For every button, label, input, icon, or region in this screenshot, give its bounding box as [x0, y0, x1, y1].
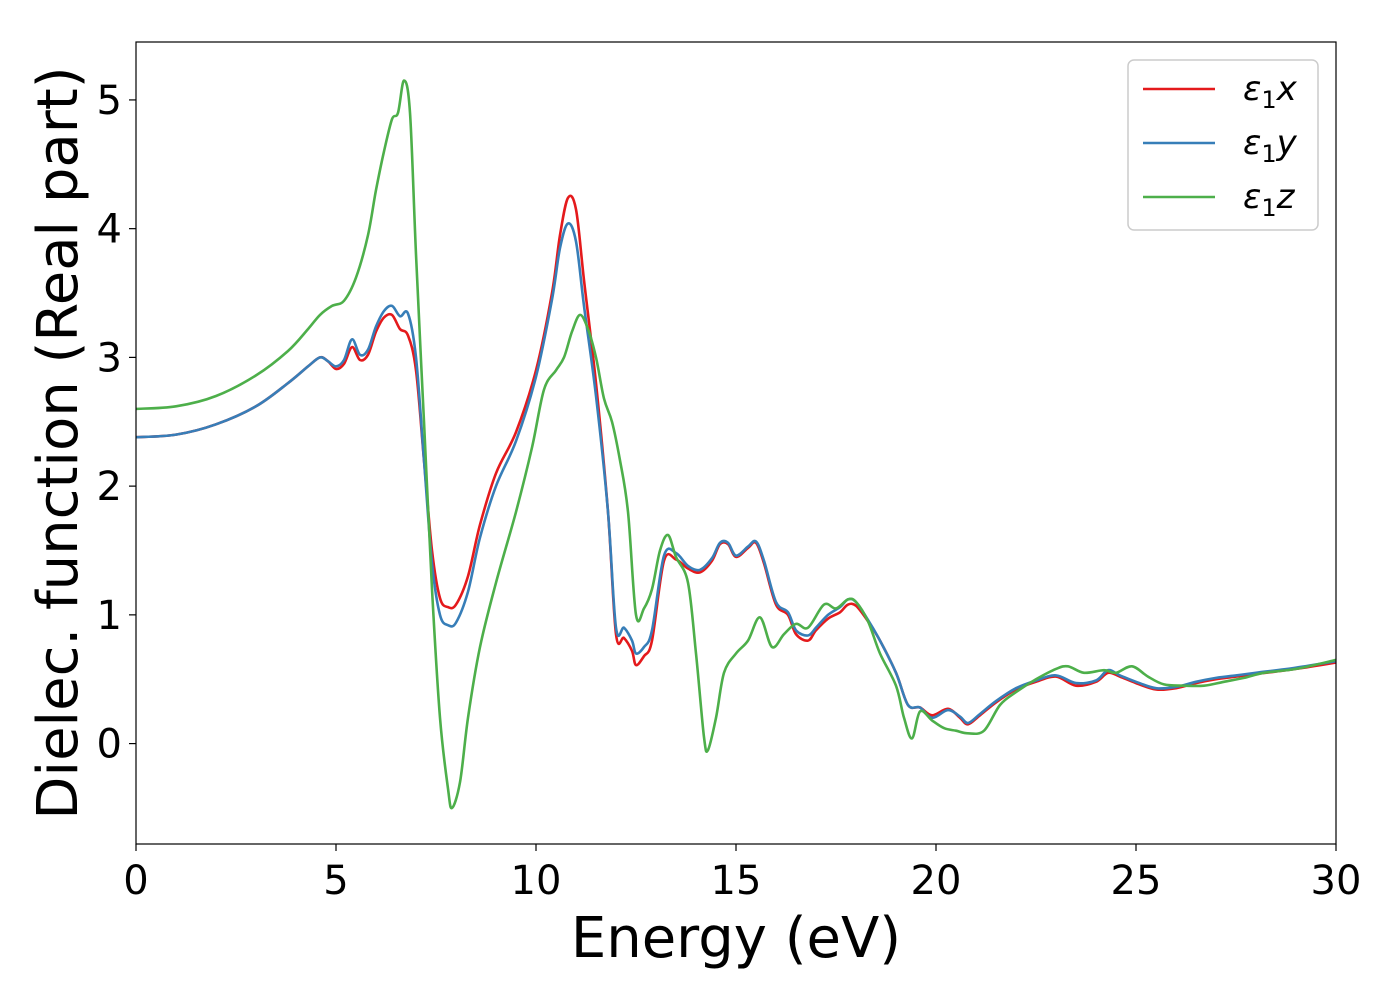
legend-subscript: 1 — [1261, 140, 1276, 168]
series-layer — [136, 79, 1336, 810]
y-axis-ticks: 0 1 2 3 4 5 — [97, 78, 136, 768]
legend-suffix: z — [1276, 177, 1296, 217]
legend-subscript: 1 — [1261, 86, 1276, 114]
legend-subscript: 1 — [1261, 194, 1276, 222]
y-axis-label: Dielec. function (Real part) — [26, 66, 91, 819]
legend-label-z: ε1z — [1243, 177, 1296, 222]
x-tick-label: 25 — [1111, 858, 1162, 904]
y-tick-label: 5 — [97, 78, 122, 124]
legend-suffix: y — [1276, 123, 1298, 163]
y-tick-label: 0 — [97, 722, 122, 768]
legend-label-x: ε1x — [1243, 69, 1298, 114]
x-tick-label: 15 — [711, 858, 762, 904]
x-axis-label: Energy (eV) — [571, 906, 901, 971]
x-tick-label: 0 — [123, 858, 148, 904]
y-tick-label: 4 — [97, 207, 122, 253]
x-tick-label: 30 — [1311, 858, 1362, 904]
series-line-y — [136, 222, 1336, 725]
x-tick-label: 10 — [511, 858, 562, 904]
legend-suffix: x — [1276, 69, 1298, 109]
x-axis-ticks: 0 5 10 15 20 25 30 — [123, 844, 1361, 904]
legend-box — [1127, 59, 1319, 231]
legend-symbol: ε — [1243, 69, 1261, 109]
y-tick-label: 3 — [97, 335, 122, 381]
series-line-z — [136, 79, 1336, 810]
legend-symbol: ε — [1243, 177, 1261, 217]
y-tick-label: 1 — [97, 593, 122, 639]
y-tick-label: 2 — [97, 464, 122, 510]
legend-label-y: ε1y — [1243, 123, 1298, 168]
x-tick-label: 5 — [323, 858, 348, 904]
x-tick-label: 20 — [911, 858, 962, 904]
legend-symbol: ε — [1243, 123, 1261, 163]
